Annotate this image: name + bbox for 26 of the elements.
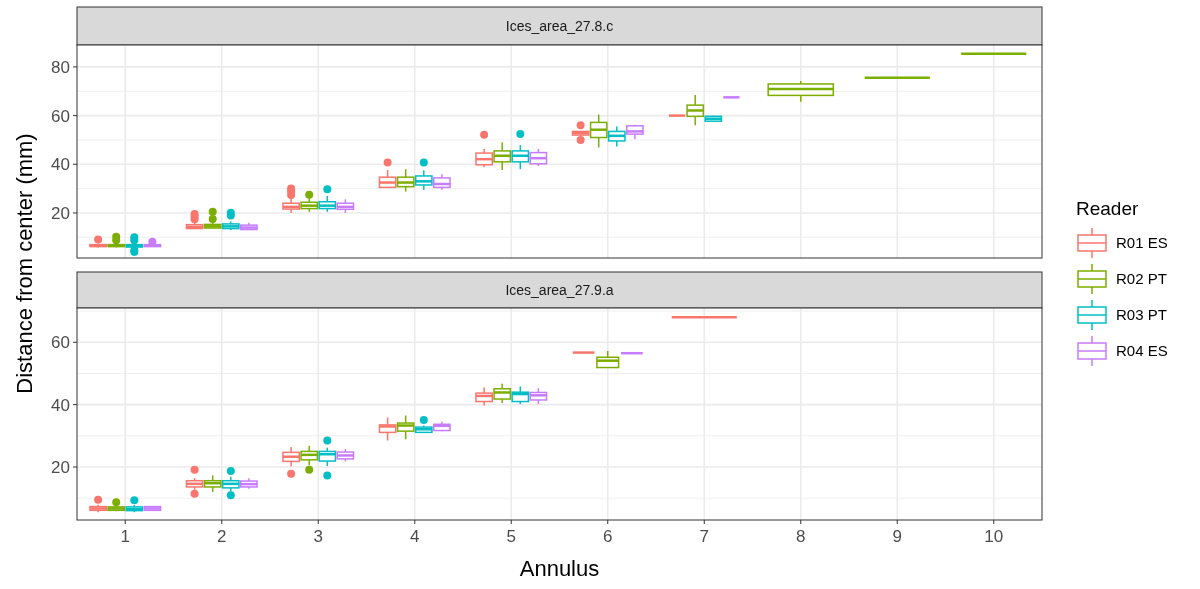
x-tick-label: 5 xyxy=(506,527,516,546)
chart-title: Ices_area_27.9.a xyxy=(505,282,614,298)
legend-label: R04 ES xyxy=(1116,342,1168,359)
chart-title: Ices_area_27.8.c xyxy=(505,18,614,34)
legend-label: R02 PT xyxy=(1116,270,1167,287)
x-tick-label: 9 xyxy=(892,527,902,546)
x-tick-label: 8 xyxy=(796,527,806,546)
y-axis-title: Distance from center (mm) xyxy=(12,133,37,394)
y-tick-label: 20 xyxy=(51,458,70,477)
y-tick-label: 60 xyxy=(51,106,70,126)
x-tick-label: 6 xyxy=(603,527,613,546)
x-tick-label: 2 xyxy=(217,527,227,546)
y-tick-label: 40 xyxy=(51,155,70,175)
y-tick-label: 20 xyxy=(51,203,70,223)
x-tick-label: 3 xyxy=(313,527,323,546)
y-tick-label: 40 xyxy=(51,395,70,415)
x-axis-title: Annulus xyxy=(519,556,600,581)
legend-title: Reader xyxy=(1076,198,1139,219)
x-tick-label: 10 xyxy=(984,527,1004,546)
x-tick-label: 7 xyxy=(699,527,709,546)
legend-label: R01 ES xyxy=(1116,234,1168,251)
x-tick-label: 1 xyxy=(120,527,130,546)
x-tick-label: 4 xyxy=(410,527,420,546)
y-tick-label: 80 xyxy=(51,57,70,77)
legend-label: R03 PT xyxy=(1116,306,1167,323)
y-tick-label: 60 xyxy=(51,333,70,353)
